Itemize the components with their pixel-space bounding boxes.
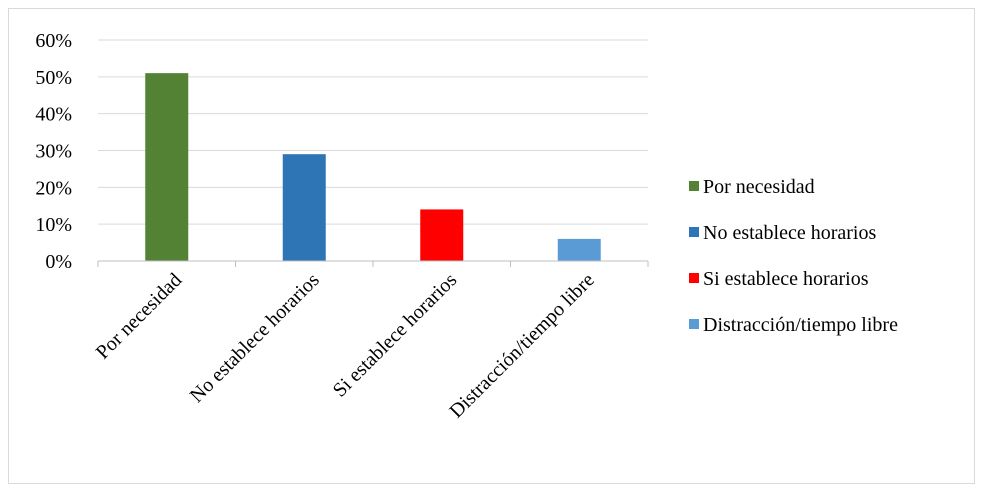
x-tick-label: No establece horarios — [186, 269, 324, 407]
x-tick-label: Por necesidad — [92, 269, 186, 363]
y-axis-ticks: 0% 10% 20% 30% 40% 50% 60% — [35, 30, 72, 273]
x-tick-label: Si establece horarios — [329, 269, 462, 402]
x-axis-ticks: Por necesidad No establece horarios Si est… — [92, 269, 599, 423]
y-tick-label: 10% — [35, 214, 72, 236]
y-tick-label: 20% — [35, 177, 72, 199]
bar — [420, 209, 464, 261]
legend-swatch — [689, 227, 699, 237]
legend: Por necesidad No establece horarios Si est… — [689, 176, 898, 336]
legend-swatch — [689, 273, 699, 283]
y-tick-label: 50% — [35, 67, 72, 89]
legend-entry: Si establece horarios — [703, 268, 869, 290]
legend-swatch — [689, 319, 699, 329]
y-tick-label: 40% — [35, 104, 72, 126]
legend-swatch — [689, 181, 699, 191]
legend-entry: Distracción/tiempo libre — [703, 314, 898, 336]
y-tick-label: 60% — [35, 30, 72, 52]
y-tick-label: 0% — [45, 251, 72, 273]
x-tick-label: Distracción/tiempo libre — [445, 269, 598, 422]
gridlines — [98, 39, 648, 225]
bar — [557, 238, 601, 261]
bar — [282, 154, 326, 261]
legend-entry: No establece horarios — [703, 222, 876, 244]
bars — [145, 73, 601, 262]
legend-entry: Por necesidad — [703, 176, 815, 198]
y-tick-label: 30% — [35, 141, 72, 163]
x-axis — [97, 260, 649, 267]
bar — [145, 73, 189, 262]
